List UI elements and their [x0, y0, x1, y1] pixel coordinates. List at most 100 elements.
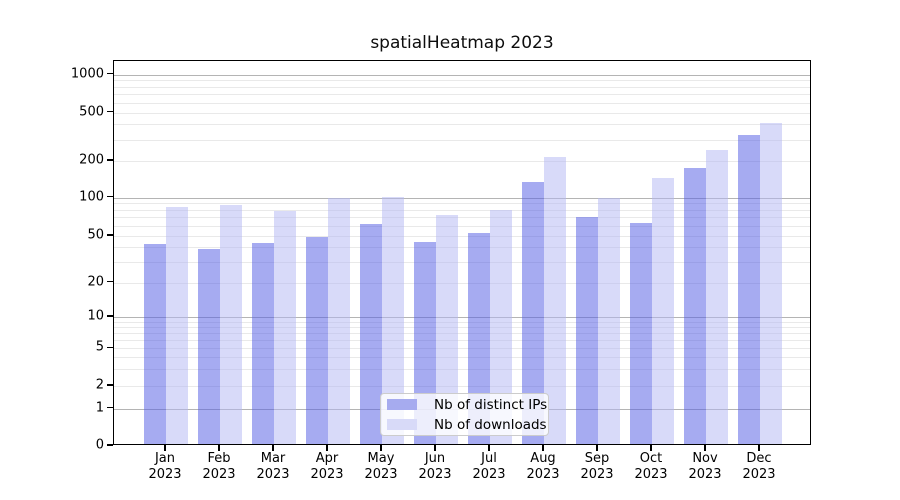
y-tick-label: 500: [79, 104, 104, 120]
bar-distinct-ips: [252, 242, 274, 444]
minor-gridline: [114, 209, 810, 211]
minor-gridline: [114, 282, 810, 284]
minor-gridline: [114, 321, 810, 323]
minor-gridline: [114, 225, 810, 227]
minor-gridline: [114, 80, 810, 82]
minor-gridline: [114, 386, 810, 387]
bar-distinct-ips: [468, 232, 490, 444]
bar-downloads: [544, 156, 566, 444]
y-tick-mark: [107, 407, 113, 409]
y-tick-mark: [107, 234, 113, 236]
x-tick-label: Aug 2023: [526, 451, 560, 482]
x-tick-label: Oct 2023: [634, 451, 668, 482]
x-tick-mark: [434, 445, 436, 451]
x-tick-mark: [218, 445, 220, 451]
y-tick-mark: [107, 281, 113, 283]
x-tick-label: Mar 2023: [256, 451, 290, 482]
x-tick-label: Jun 2023: [418, 451, 452, 482]
y-tick-mark: [107, 384, 113, 386]
minor-gridline: [114, 86, 810, 88]
x-tick-label: Apr 2023: [310, 451, 344, 482]
bar-downloads: [652, 177, 674, 444]
y-tick-label: 2: [95, 377, 104, 393]
major-gridline: [114, 317, 810, 318]
minor-gridline: [114, 217, 810, 219]
bar-downloads: [598, 198, 620, 444]
bar-distinct-ips: [522, 181, 544, 444]
x-tick-mark: [758, 445, 760, 451]
bar-downloads: [220, 205, 242, 444]
y-tick-label: 0: [95, 437, 104, 453]
x-tick-mark: [542, 445, 544, 451]
bar-distinct-ips: [684, 167, 706, 444]
x-tick-mark: [380, 445, 382, 451]
bar-downloads: [166, 207, 188, 444]
bar-downloads: [436, 215, 458, 444]
bar-downloads: [706, 149, 728, 444]
bar-distinct-ips: [144, 244, 166, 444]
minor-gridline: [114, 94, 810, 96]
minor-gridline: [114, 161, 810, 162]
bar-downloads: [328, 198, 350, 444]
chart-title: spatialHeatmap 2023: [370, 33, 554, 53]
minor-gridline: [114, 357, 810, 359]
y-tick-mark: [107, 72, 113, 75]
minor-gridline: [114, 139, 810, 141]
minor-gridline: [114, 327, 810, 329]
y-tick-label: 50: [87, 227, 104, 243]
bar-distinct-ips: [198, 249, 220, 444]
minor-gridline: [114, 348, 810, 350]
minor-gridline: [114, 247, 810, 249]
bar-downloads: [490, 210, 512, 444]
x-tick-label: Dec 2023: [742, 451, 776, 482]
y-tick-mark: [107, 315, 113, 317]
x-tick-label: Feb 2023: [202, 451, 236, 482]
y-tick-label: 5: [95, 339, 104, 355]
bar-downloads: [274, 210, 296, 444]
y-tick-label: 10: [87, 308, 104, 324]
x-tick-mark: [326, 445, 328, 451]
y-tick-label: 200: [79, 152, 104, 168]
minor-gridline: [114, 340, 810, 342]
legend-item: Nb of distinct IPs: [387, 397, 547, 413]
y-tick-label: 1000: [70, 66, 104, 81]
minor-gridline: [114, 236, 810, 237]
minor-gridline: [114, 203, 810, 205]
x-tick-mark: [650, 445, 652, 451]
major-gridline: [114, 74, 810, 76]
x-tick-label: Jul 2023: [472, 451, 506, 482]
bar-distinct-ips: [360, 223, 382, 444]
minor-gridline: [114, 262, 810, 264]
legend-swatch-distinct-ips: [387, 399, 417, 410]
minor-gridline: [114, 112, 810, 114]
bar-distinct-ips: [576, 216, 598, 444]
minor-gridline: [114, 369, 810, 371]
y-tick-label: 100: [79, 189, 104, 204]
x-tick-label: May 2023: [364, 451, 398, 482]
major-gridline: [114, 197, 810, 199]
y-tick-mark: [107, 159, 113, 161]
y-tick-mark: [107, 195, 113, 198]
minor-gridline: [114, 333, 810, 335]
bar-distinct-ips: [630, 222, 652, 444]
bar-distinct-ips: [738, 135, 760, 444]
plot-area: Nb of distinct IPs Nb of downloads: [113, 60, 811, 445]
bar-distinct-ips: [306, 237, 328, 444]
minor-gridline: [114, 124, 810, 126]
legend-label: Nb of distinct IPs: [434, 396, 548, 413]
x-tick-mark: [488, 445, 490, 451]
x-tick-mark: [272, 445, 274, 451]
legend: Nb of distinct IPs Nb of downloads: [380, 393, 549, 436]
y-tick-mark: [107, 346, 113, 348]
x-tick-mark: [164, 445, 166, 451]
y-tick-mark: [107, 111, 113, 113]
y-tick-mark: [107, 444, 113, 446]
bar-downloads: [760, 123, 782, 444]
x-tick-label: Sep 2023: [580, 451, 614, 482]
bar-downloads: [382, 197, 404, 444]
legend-swatch-downloads: [387, 419, 417, 430]
y-tick-label: 20: [87, 274, 104, 290]
x-tick-label: Nov 2023: [688, 451, 722, 482]
x-tick-mark: [704, 445, 706, 451]
